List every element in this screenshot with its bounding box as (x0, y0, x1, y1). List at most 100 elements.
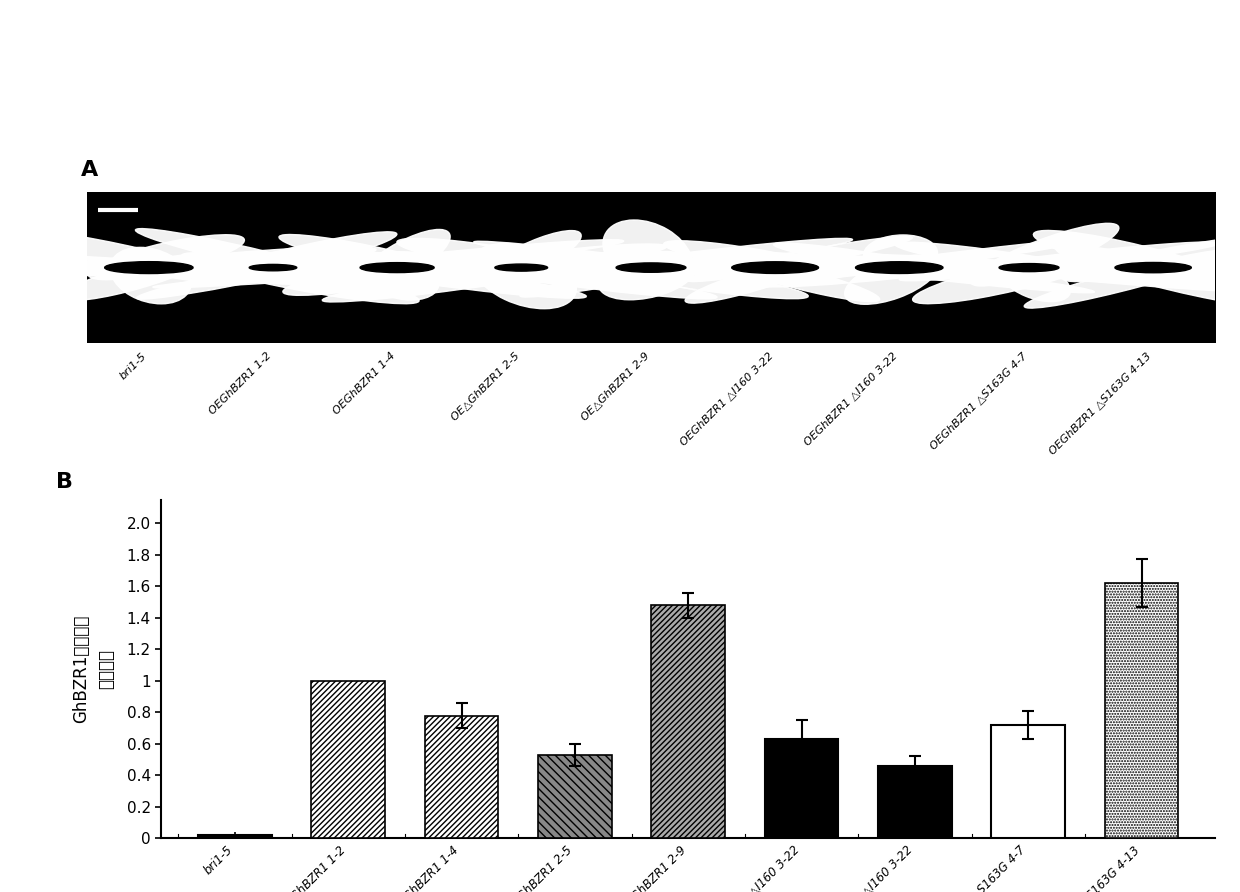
Ellipse shape (603, 220, 692, 288)
Ellipse shape (663, 241, 844, 278)
Ellipse shape (397, 238, 584, 275)
Ellipse shape (322, 250, 657, 302)
Circle shape (856, 261, 942, 274)
Ellipse shape (971, 223, 1118, 286)
Ellipse shape (472, 244, 577, 309)
Text: A: A (81, 160, 98, 179)
Ellipse shape (568, 259, 808, 299)
Ellipse shape (895, 243, 1121, 280)
Circle shape (616, 263, 686, 272)
Text: OE△GhBZR1 2-9: OE△GhBZR1 2-9 (579, 351, 651, 423)
Ellipse shape (1063, 234, 1240, 282)
Ellipse shape (362, 255, 439, 300)
Ellipse shape (88, 235, 244, 280)
Circle shape (999, 263, 1059, 272)
Ellipse shape (110, 247, 191, 304)
Ellipse shape (751, 252, 1095, 293)
Ellipse shape (863, 235, 937, 273)
Ellipse shape (252, 240, 624, 280)
Ellipse shape (474, 241, 769, 280)
Ellipse shape (708, 253, 879, 301)
Ellipse shape (181, 252, 419, 303)
Ellipse shape (569, 260, 895, 272)
Ellipse shape (456, 244, 667, 272)
Bar (538, 755, 611, 838)
Ellipse shape (1024, 250, 1238, 308)
Ellipse shape (283, 255, 474, 295)
Bar (765, 739, 838, 838)
Bar (991, 725, 1065, 838)
Bar (424, 715, 498, 838)
Ellipse shape (355, 229, 450, 291)
Text: bri1-5: bri1-5 (118, 351, 149, 381)
Bar (878, 766, 952, 838)
Ellipse shape (599, 252, 697, 300)
Ellipse shape (29, 261, 428, 273)
Text: OEGhBZR1 △I160 3-22: OEGhBZR1 △I160 3-22 (678, 351, 775, 448)
Ellipse shape (913, 252, 1105, 303)
Text: OEGhBZR1 △S163G 4-7: OEGhBZR1 △S163G 4-7 (929, 351, 1029, 451)
Ellipse shape (1033, 230, 1240, 289)
Text: OEGhBZR1 △S163G 4-13: OEGhBZR1 △S163G 4-13 (1048, 351, 1153, 457)
Ellipse shape (16, 230, 233, 283)
Ellipse shape (143, 257, 532, 272)
Ellipse shape (750, 260, 991, 287)
Ellipse shape (512, 238, 852, 283)
Ellipse shape (289, 260, 603, 274)
Ellipse shape (988, 262, 1240, 272)
Ellipse shape (774, 243, 986, 280)
Ellipse shape (875, 262, 1240, 272)
Ellipse shape (768, 240, 1086, 283)
Circle shape (104, 261, 193, 274)
Ellipse shape (265, 258, 708, 284)
Circle shape (249, 264, 296, 271)
Ellipse shape (837, 264, 1123, 276)
Ellipse shape (0, 261, 382, 276)
Ellipse shape (187, 232, 397, 285)
Ellipse shape (867, 254, 1240, 292)
Ellipse shape (0, 249, 300, 275)
Ellipse shape (852, 264, 1240, 274)
Ellipse shape (136, 249, 376, 299)
Ellipse shape (133, 262, 494, 273)
Circle shape (495, 264, 548, 271)
Ellipse shape (520, 257, 727, 297)
Ellipse shape (370, 263, 787, 274)
Ellipse shape (0, 262, 315, 280)
Ellipse shape (1001, 262, 1070, 301)
Ellipse shape (153, 258, 560, 288)
Text: B: B (56, 473, 73, 492)
Bar (311, 681, 386, 838)
Bar (198, 835, 272, 838)
Ellipse shape (475, 261, 764, 272)
Circle shape (1115, 262, 1192, 273)
Circle shape (360, 262, 434, 273)
Circle shape (732, 261, 818, 274)
Ellipse shape (492, 263, 932, 273)
Ellipse shape (325, 252, 624, 273)
Y-axis label: GhBZR1基因的相
对表达量: GhBZR1基因的相 对表达量 (72, 615, 115, 723)
Ellipse shape (660, 260, 955, 273)
Text: OEGhBZR1 1-4: OEGhBZR1 1-4 (331, 351, 397, 417)
Ellipse shape (641, 263, 1085, 273)
Text: OEGhBZR1 1-2: OEGhBZR1 1-2 (207, 351, 273, 417)
Ellipse shape (27, 247, 336, 277)
Ellipse shape (480, 230, 582, 284)
Ellipse shape (686, 257, 825, 303)
Bar (1105, 583, 1178, 838)
Text: OEGhBZR1 △I160 3-22: OEGhBZR1 △I160 3-22 (802, 351, 899, 448)
Ellipse shape (268, 252, 587, 298)
Ellipse shape (899, 242, 1219, 281)
Ellipse shape (844, 255, 939, 304)
Ellipse shape (135, 228, 353, 282)
Ellipse shape (279, 235, 466, 279)
Ellipse shape (19, 259, 353, 285)
Text: OE△GhBZR1 2-5: OE△GhBZR1 2-5 (449, 351, 521, 423)
Bar (651, 605, 725, 838)
Ellipse shape (1055, 245, 1240, 307)
Ellipse shape (746, 255, 1216, 274)
Ellipse shape (738, 261, 1133, 277)
Ellipse shape (62, 254, 205, 301)
Ellipse shape (687, 236, 913, 282)
Ellipse shape (388, 252, 717, 299)
